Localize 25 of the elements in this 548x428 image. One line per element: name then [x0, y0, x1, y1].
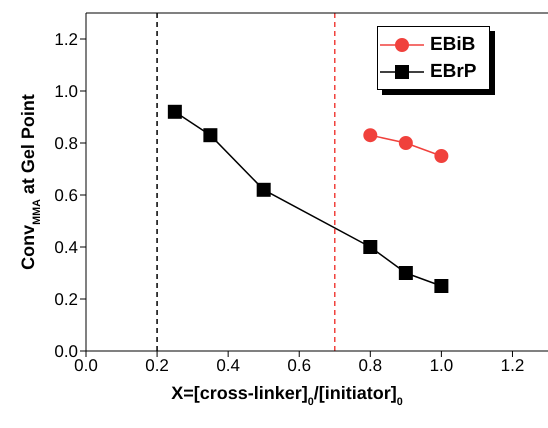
y-tick-label: 1.0 — [54, 82, 78, 102]
point — [434, 279, 448, 293]
point — [398, 266, 413, 280]
y-tick-label: 0.8 — [54, 134, 78, 154]
y-tick-label: 0.4 — [54, 238, 78, 258]
point — [203, 128, 218, 142]
x-tick-label: 0.2 — [145, 356, 169, 376]
point — [398, 136, 413, 150]
legend-label: EBrP — [430, 60, 476, 82]
legend-label: EBiB — [430, 34, 476, 56]
x-tick-label: 0.0 — [74, 356, 98, 376]
point — [363, 240, 378, 254]
point — [256, 182, 271, 197]
y-tick-label: 1.2 — [54, 30, 78, 50]
y-tick-label: 0.2 — [54, 290, 78, 310]
x-tick-label: 0.4 — [216, 356, 240, 376]
point — [434, 149, 448, 163]
point — [168, 104, 182, 119]
x-tick-label: 0.6 — [287, 356, 312, 376]
y-tick-label: 0.6 — [54, 186, 78, 206]
x-tick-label: 1.2 — [500, 356, 524, 376]
point — [363, 128, 378, 142]
x-axis-title: X=[cross-linker]$_{0}$/[initiator]$_{0}$ — [171, 383, 403, 408]
x-tick-label: 0.8 — [358, 356, 382, 376]
x-tick-label: 1.0 — [430, 356, 454, 376]
